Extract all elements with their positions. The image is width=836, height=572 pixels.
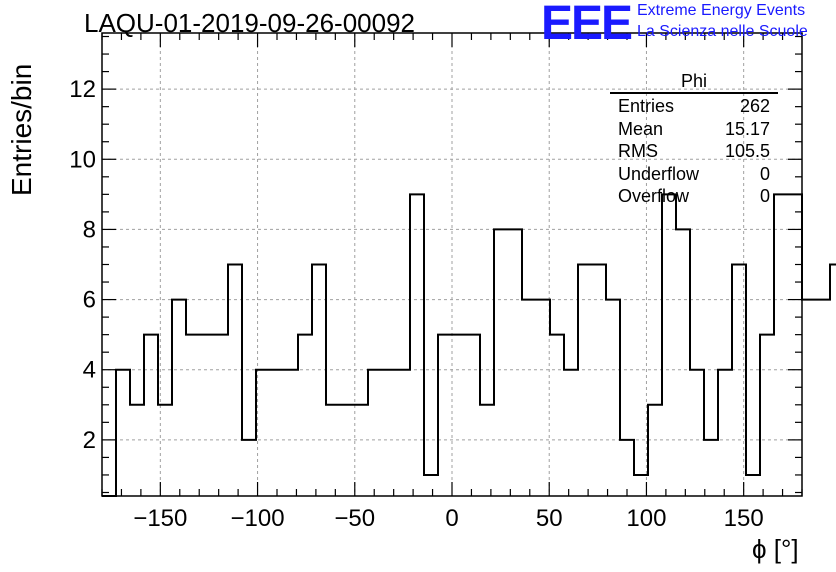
stats-label: Mean bbox=[618, 118, 664, 139]
y-tick-label: 2 bbox=[83, 427, 96, 454]
y-axis-label: Entries/bin bbox=[6, 63, 37, 196]
y-tick-label: 8 bbox=[83, 216, 96, 243]
stats-label: Overflow bbox=[618, 186, 690, 206]
stats-label: Underflow bbox=[618, 163, 700, 184]
stats-value: 15.17 bbox=[724, 118, 770, 139]
stats-row-overflow: Overflow 0 bbox=[610, 185, 778, 208]
histogram-series bbox=[102, 193, 836, 497]
stats-box: Phi Entries 262 Mean 15.17 RMS 105.5 Und… bbox=[610, 70, 778, 208]
x-tick-label: 50 bbox=[536, 505, 563, 532]
stats-row-rms: RMS 105.5 bbox=[610, 140, 778, 163]
y-tick-labels: 2 4 6 8 10 12 bbox=[69, 76, 96, 454]
x-tick-label: 100 bbox=[626, 505, 666, 532]
y-tick-label: 4 bbox=[83, 357, 96, 384]
stats-title: Phi bbox=[680, 71, 707, 91]
histogram-line bbox=[102, 193, 836, 497]
chart-title: LAQU-01-2019-09-26-00092 bbox=[84, 8, 415, 38]
stats-divider bbox=[610, 92, 778, 94]
x-tick-label: 0 bbox=[445, 505, 458, 532]
stats-value: 0 bbox=[759, 163, 770, 184]
x-axis-label: ϕ [°] bbox=[752, 534, 799, 564]
x-tick-label: −100 bbox=[231, 505, 285, 532]
y-tick-label: 12 bbox=[69, 76, 96, 103]
logo-line-2: La Scienza nelle Scuole bbox=[637, 23, 808, 40]
stats-value: 0 bbox=[759, 186, 770, 206]
x-tick-label: −50 bbox=[334, 505, 375, 532]
y-tick-label: 10 bbox=[69, 146, 96, 173]
logo-line-1: Extreme Energy Events bbox=[637, 2, 806, 19]
stats-value: 105.5 bbox=[724, 141, 770, 161]
stats-label: Entries bbox=[618, 96, 675, 116]
eee-logo: EEE bbox=[541, 0, 633, 50]
x-tick-label: −150 bbox=[133, 505, 187, 532]
stats-value: 262 bbox=[739, 96, 770, 116]
y-tick-label: 6 bbox=[83, 287, 96, 314]
x-tick-labels: −150 −100 −50 0 50 100 150 bbox=[133, 505, 763, 532]
stats-row-underflow: Underflow 0 bbox=[610, 163, 778, 186]
x-tick-label: 150 bbox=[724, 505, 764, 532]
axes bbox=[101, 32, 803, 497]
stats-row-mean: Mean 15.17 bbox=[610, 118, 778, 141]
stats-label: RMS bbox=[618, 141, 658, 161]
stats-row-entries: Entries 262 bbox=[610, 95, 778, 118]
